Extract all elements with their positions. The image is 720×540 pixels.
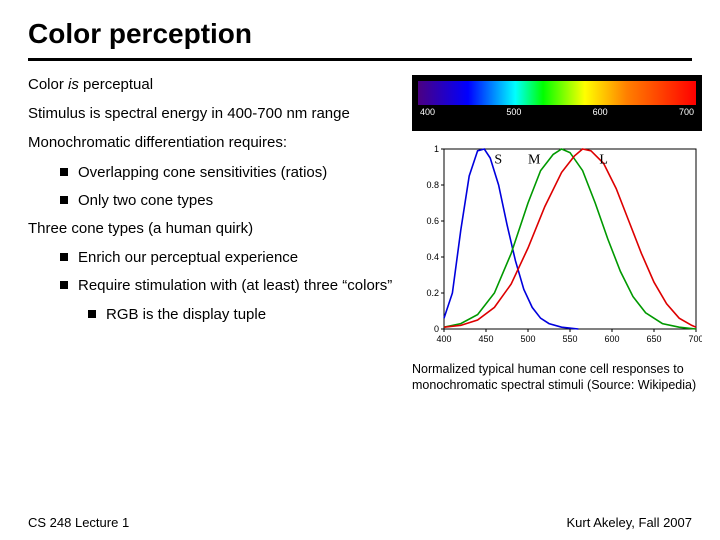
spectrum-figure: 400 500 600 700: [412, 75, 702, 131]
content-row: Color is perceptual Stimulus is spectral…: [28, 75, 692, 393]
svg-text:700: 700: [688, 334, 702, 344]
para-1c: perceptual: [79, 76, 153, 93]
chart-caption: Normalized typical human cone cell respo…: [412, 362, 702, 393]
svg-text:400: 400: [436, 334, 451, 344]
list-3: RGB is the display tuple: [28, 305, 398, 324]
para-4: Three cone types (a human quirk): [28, 219, 398, 238]
spectrum-tick: 500: [506, 107, 521, 117]
para-3: Monochromatic differentiation requires:: [28, 133, 398, 152]
svg-text:650: 650: [646, 334, 661, 344]
left-column: Color is perceptual Stimulus is spectral…: [28, 75, 398, 393]
svg-text:S: S: [494, 152, 502, 167]
spectrum-tick: 600: [593, 107, 608, 117]
svg-text:0: 0: [434, 324, 439, 334]
para-1a: Color: [28, 76, 68, 93]
para-2: Stimulus is spectral energy in 400-700 n…: [28, 104, 398, 123]
svg-text:0.2: 0.2: [426, 288, 439, 298]
bullet-2: Only two cone types: [60, 191, 398, 210]
svg-text:450: 450: [478, 334, 493, 344]
bullet-4: Require stimulation with (at least) thre…: [60, 276, 398, 295]
svg-text:600: 600: [604, 334, 619, 344]
spectrum-tick: 400: [420, 107, 435, 117]
bullet-1: Overlapping cone sensitivities (ratios): [60, 163, 398, 182]
spectrum-tick: 700: [679, 107, 694, 117]
svg-text:M: M: [528, 152, 541, 167]
bullet-5: RGB is the display tuple: [88, 305, 398, 324]
list-1: Overlapping cone sensitivities (ratios) …: [28, 163, 398, 210]
spectrum-ticks: 400 500 600 700: [418, 107, 696, 117]
svg-text:500: 500: [520, 334, 535, 344]
para-1-em: is: [68, 76, 79, 93]
svg-text:L: L: [599, 152, 608, 167]
spectrum-gradient: [418, 81, 696, 105]
svg-text:0.8: 0.8: [426, 180, 439, 190]
svg-text:0.4: 0.4: [426, 252, 439, 262]
svg-text:1: 1: [434, 144, 439, 154]
footer: CS 248 Lecture 1 Kurt Akeley, Fall 2007: [28, 515, 692, 530]
bullet-3: Enrich our perceptual experience: [60, 248, 398, 267]
svg-text:0.6: 0.6: [426, 216, 439, 226]
right-column: 400 500 600 700 0 0.2 0.4 0.6 0.8 1 400 450 500 550 6…: [412, 75, 702, 393]
title-rule: [28, 58, 692, 61]
svg-text:550: 550: [562, 334, 577, 344]
page-title: Color perception: [28, 18, 692, 50]
cone-chart: 0 0.2 0.4 0.6 0.8 1 400 450 500 550 600 650 700 S M L: [412, 141, 702, 351]
footer-left: CS 248 Lecture 1: [28, 515, 129, 530]
footer-right: Kurt Akeley, Fall 2007: [567, 515, 693, 530]
list-2: Enrich our perceptual experience Require…: [28, 248, 398, 295]
para-1: Color is perceptual: [28, 75, 398, 94]
